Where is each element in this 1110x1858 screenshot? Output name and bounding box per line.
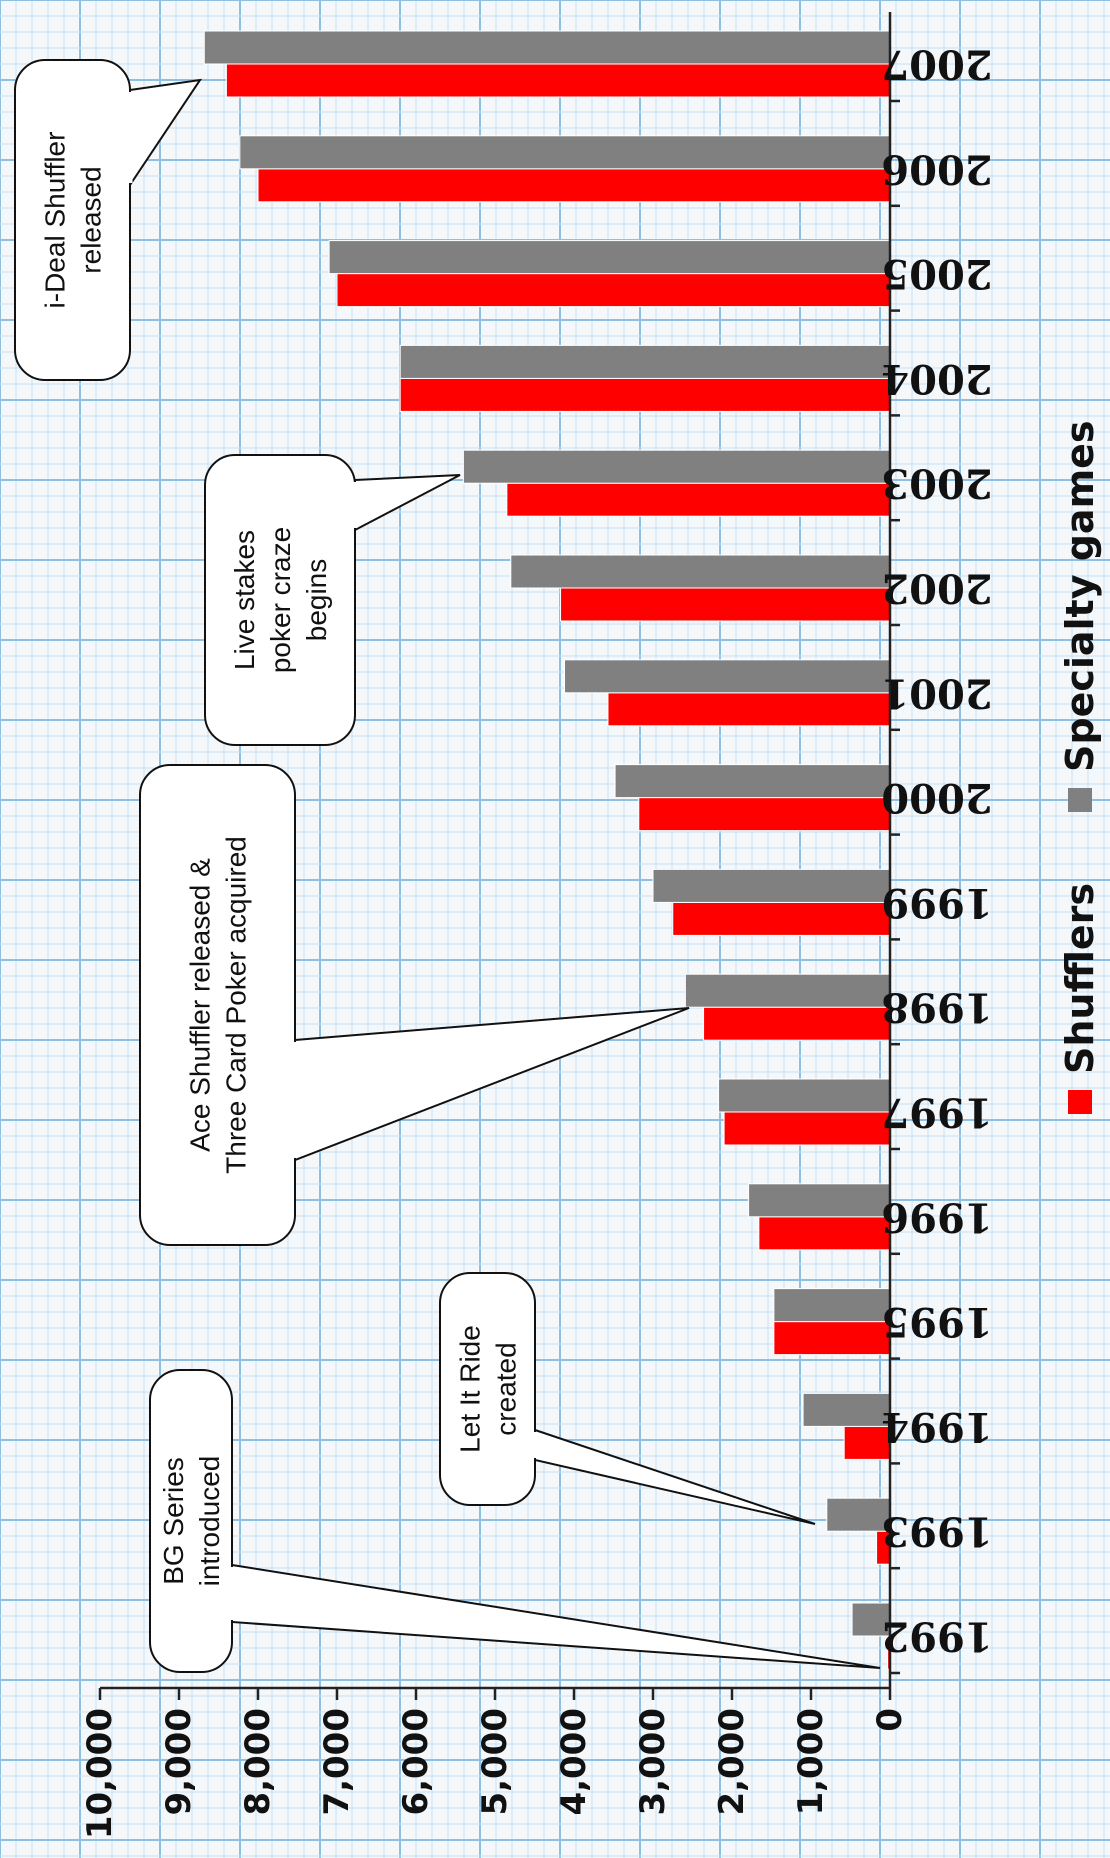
year-label-2004: 2004	[881, 355, 992, 402]
tick-label-9,000: 9,000	[159, 1708, 199, 1816]
bar-shufflers-1996	[758, 1216, 891, 1251]
bar-specialty-1999	[652, 868, 891, 903]
callout-pointer	[354, 474, 461, 532]
legend-item-specialty-games: Specialty games	[1058, 420, 1102, 812]
tick-label-6,000: 6,000	[396, 1708, 436, 1816]
callout-pointer	[534, 1428, 816, 1525]
bar-shufflers-2007	[225, 63, 891, 98]
callout-ideal-shuffler: i-Deal Shuffler released	[14, 59, 203, 381]
bar-specialty-1996	[748, 1183, 891, 1218]
year-label-1998: 1998	[881, 984, 992, 1031]
callout-pointer	[294, 1007, 690, 1162]
tick-label-3,000: 3,000	[633, 1708, 673, 1816]
bar-specialty-2005	[328, 240, 891, 275]
bar-specialty-2001	[564, 659, 891, 694]
year-label-1994: 1994	[881, 1403, 992, 1450]
callout-text: i-Deal Shuffler released	[40, 132, 107, 309]
bar-shufflers-2001	[607, 692, 891, 727]
bar-specialty-2004	[399, 344, 891, 379]
callout-text: Let It Ride created	[455, 1325, 522, 1453]
callout-line: BG Series	[158, 1457, 189, 1585]
bar-specialty-1993	[826, 1497, 891, 1532]
callouts: BG Series introduced Let It Ride created Ace…	[14, 59, 881, 1673]
bar-specialty-2006	[239, 135, 891, 170]
bar-shufflers-1995	[773, 1321, 891, 1356]
bar-specialty-2007	[203, 30, 891, 65]
callout-bubble	[139, 764, 296, 1246]
legend-label: Shufflers	[1058, 883, 1102, 1074]
bar-specialty-2000	[614, 764, 891, 799]
tick-label-0: 0	[870, 1708, 910, 1732]
legend-item-shufflers: Shufflers	[1058, 883, 1102, 1114]
year-label-2002: 2002	[881, 565, 992, 612]
callout-text: Ace Shuffler released & Three Card Poker …	[185, 836, 252, 1174]
year-label-1997: 1997	[881, 1089, 992, 1136]
year-label-1999: 1999	[881, 879, 992, 926]
tick-label-1,000: 1,000	[791, 1708, 831, 1816]
callout-live-stakes: Live stakes poker craze begins	[204, 454, 461, 746]
legend-label: Specialty games	[1058, 420, 1102, 772]
tick-label-2,000: 2,000	[712, 1708, 752, 1816]
bar-specialty-1998	[684, 973, 891, 1008]
tick-label-5,000: 5,000	[475, 1708, 515, 1816]
callout-line: Let It Ride	[455, 1325, 486, 1453]
tick-label-10,000: 10,000	[80, 1708, 120, 1839]
bar-specialty-2003	[462, 449, 891, 484]
year-label-1995: 1995	[881, 1298, 992, 1345]
callout-bubble	[204, 454, 356, 746]
callout-bubble	[149, 1369, 233, 1673]
year-label-1996: 1996	[881, 1193, 992, 1240]
callout-line: introduced	[194, 1456, 225, 1587]
bar-shufflers-1997	[723, 1111, 891, 1146]
bar-shufflers-2000	[638, 797, 891, 832]
legend-swatch	[1068, 1090, 1092, 1114]
bar-shufflers-2004	[399, 377, 891, 412]
bar-specialty-1997	[718, 1078, 891, 1113]
bar-specialty-2002	[510, 554, 891, 589]
bar-shufflers-2006	[257, 168, 891, 203]
callout-line: Ace Shuffler released &	[185, 858, 216, 1152]
year-label-2003: 2003	[881, 460, 992, 507]
year-label-2000: 2000	[881, 774, 992, 821]
year-label-2001: 2001	[881, 669, 992, 716]
year-label-2005: 2005	[881, 250, 992, 297]
tick-label-8,000: 8,000	[238, 1708, 278, 1816]
bar-shufflers-1999	[672, 901, 891, 936]
callout-line: Three Card Poker acquired	[221, 836, 252, 1174]
callout-line: released	[76, 166, 107, 273]
callout-line: i-Deal Shuffler	[40, 132, 71, 309]
year-label-1992: 1992	[881, 1613, 992, 1660]
year-label-2006: 2006	[881, 145, 992, 192]
legend-swatch	[1068, 788, 1092, 812]
axes: 0 1,000 2,000 3,000 4,000 5,000 6,000 7,000 8,00…	[80, 12, 993, 1839]
callout-bubble	[14, 59, 131, 381]
callout-text: Live stakes poker craze begins	[229, 527, 332, 673]
bar-shufflers-2005	[336, 273, 891, 308]
callout-line: poker craze	[265, 527, 296, 673]
callout-line: begins	[301, 559, 332, 642]
callout-bg-series: BG Series introduced	[149, 1369, 881, 1673]
callout-line: created	[491, 1342, 522, 1435]
callout-let-it-ride: Let It Ride created	[439, 1272, 816, 1525]
tick-label-4,000: 4,000	[554, 1708, 594, 1816]
callout-pointer	[129, 78, 203, 189]
bar-shufflers-2003	[506, 482, 891, 517]
year-label-2007: 2007	[881, 41, 992, 88]
legend: Shufflers Specialty games	[1058, 420, 1102, 1114]
year-label-1993: 1993	[881, 1508, 992, 1555]
callout-text: BG Series introduced	[158, 1456, 225, 1587]
callout-bubble	[439, 1272, 536, 1506]
callout-line: Live stakes	[229, 530, 260, 670]
bar-specialty-1995	[773, 1288, 891, 1323]
bars	[203, 30, 891, 1670]
callout-ace-shuffler: Ace Shuffler released & Three Card Poker …	[139, 764, 690, 1246]
bar-specialty-1994	[802, 1392, 891, 1427]
bar-shufflers-1998	[703, 1006, 891, 1041]
bar-shufflers-2002	[560, 587, 891, 622]
tick-label-7,000: 7,000	[317, 1708, 357, 1816]
